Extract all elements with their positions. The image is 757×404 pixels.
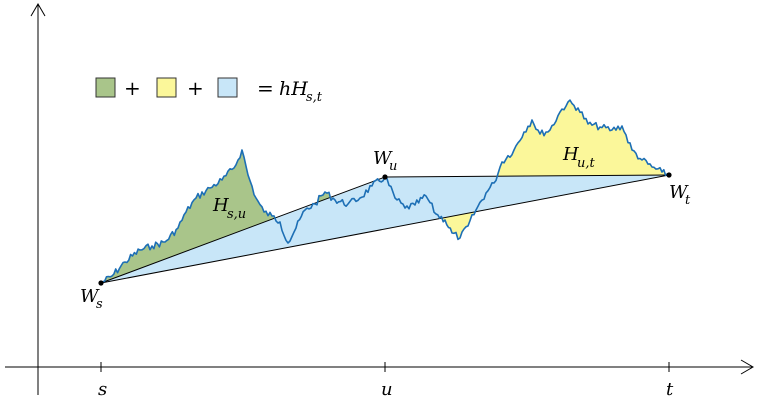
point-ws [98, 280, 104, 286]
green-area-upper [101, 150, 385, 283]
svg-text:H: H [212, 195, 229, 216]
svg-text:s,u: s,u [227, 207, 246, 222]
legend-rhs: hH [279, 78, 308, 100]
svg-text:u,t: u,t [577, 156, 596, 171]
y-axis-arrow [30, 3, 46, 17]
label-wu: W u [373, 148, 397, 174]
point-wu [382, 174, 388, 180]
svg-text:H: H [562, 144, 579, 165]
brownian-path [100, 99, 670, 284]
label-hsu: H s,u [212, 195, 246, 222]
point-wt [666, 172, 672, 178]
legend-green-swatch [95, 77, 116, 98]
legend-yellow-swatch [156, 77, 177, 98]
svg-text:s: s [96, 297, 103, 312]
legend-rhs-sub: s,t [306, 90, 323, 105]
legend-equals: = [257, 76, 274, 100]
x-axis-arrow [740, 359, 754, 375]
tick-label-s: s [98, 379, 107, 400]
svg-text:W: W [373, 148, 393, 169]
legend: + + = hH s,t [95, 76, 323, 105]
legend-plus-2: + [187, 76, 204, 100]
svg-text:u: u [389, 159, 397, 174]
chord-u-t [384, 174, 670, 178]
svg-text:t: t [685, 193, 691, 208]
legend-plus-1: + [124, 76, 141, 100]
svg-text:W: W [669, 182, 689, 203]
label-wt: W t [669, 182, 691, 208]
legend-blue-swatch [217, 77, 238, 98]
yellow-area-upper [385, 100, 669, 177]
tick-label-u: u [381, 379, 393, 400]
tick-label-t: t [666, 379, 674, 400]
chord-s-t [100, 174, 670, 284]
label-ws: W s [80, 286, 103, 312]
svg-text:W: W [80, 286, 100, 307]
chord-s-u [100, 176, 386, 284]
label-hut: H u,t [562, 144, 596, 171]
